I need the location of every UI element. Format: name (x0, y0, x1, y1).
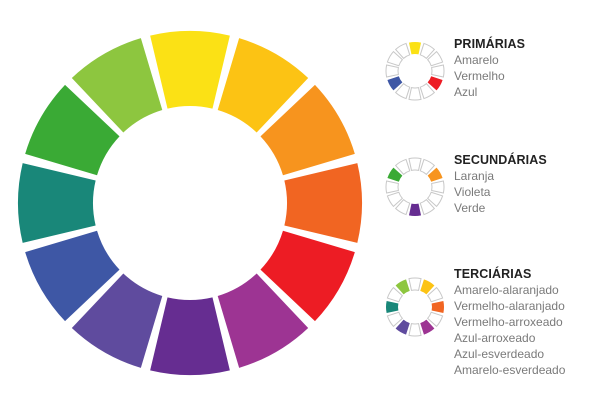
legend-item: Azul-esverdeado (454, 347, 545, 361)
mini-wheel-segment (419, 198, 436, 216)
legend-title-secondary: SECUNDÁRIAS (454, 153, 547, 167)
mini-color-wheel-primary (385, 41, 445, 101)
legend-item: Laranja (454, 169, 495, 183)
wheel-segment (17, 163, 96, 243)
mini-color-wheel-tertiary (385, 277, 445, 337)
mini-wheel-segment (431, 64, 445, 78)
legend-item: Verde (454, 201, 486, 215)
legend-item: Amarelo (454, 53, 499, 67)
legend-item: Violeta (454, 185, 491, 199)
wheel-segment (217, 38, 309, 133)
mini-wheel-segment (387, 76, 403, 91)
wheel-segment (25, 84, 120, 176)
legend-tertiary-colors: TERCIÁRIAS Amarelo-alaranjado Vermelho-a… (380, 266, 595, 386)
mini-wheel-segment (408, 323, 422, 337)
mini-color-wheel-secondary (385, 157, 445, 217)
mini-wheel-segment (394, 158, 411, 176)
wheel-segment (71, 38, 163, 133)
mini-wheel-segment (431, 300, 445, 314)
legend-item: Azul (454, 85, 478, 99)
legend-item: Vermelho-alaranjado (454, 299, 565, 313)
legend-item: Vermelho (454, 69, 505, 83)
mini-wheel-segment (394, 198, 411, 216)
wheel-segment (217, 273, 309, 368)
wheel-segment (71, 273, 163, 368)
wheel-segment (150, 30, 230, 109)
wheel-segment (284, 163, 363, 243)
legend-secondary-colors: SECUNDÁRIAS Laranja Violeta Verde (380, 152, 595, 222)
mini-wheel-segment (427, 76, 443, 91)
mini-wheel-segment (426, 191, 444, 208)
mini-wheel-segment (386, 191, 404, 208)
mini-wheel-segment (408, 41, 422, 55)
mini-wheel-segment (394, 82, 411, 100)
wheel-segment (150, 297, 230, 376)
mini-wheel-segment (408, 87, 422, 101)
wheel-segment (260, 84, 355, 176)
mini-wheel-segment (431, 180, 445, 194)
wheel-segment (25, 230, 120, 322)
mini-wheel-segment (427, 167, 443, 182)
mini-wheel-segment (408, 277, 422, 291)
mini-wheel-segment (426, 311, 444, 328)
mini-wheel-segment (385, 180, 399, 194)
legend-primary-colors: PRIMÁRIAS Amarelo Vermelho Azul (380, 36, 595, 106)
mini-wheel-segment (420, 279, 435, 295)
mini-wheel-segment (426, 286, 444, 303)
legend-item: Vermelho-arroxeado (454, 315, 563, 329)
mini-wheel-segment (426, 50, 444, 67)
wheel-segment (260, 230, 355, 322)
legend-title-tertiary: TERCIÁRIAS (454, 267, 532, 281)
mini-wheel-segment (387, 167, 403, 182)
mini-wheel-segment (408, 157, 422, 171)
mini-wheel-segment (395, 319, 410, 335)
mini-wheel-segment (385, 300, 399, 314)
legend-title-primary: PRIMÁRIAS (454, 37, 526, 51)
mini-wheel-segment (394, 42, 411, 60)
mini-wheel-segment (419, 158, 436, 176)
mini-wheel-segment (408, 203, 422, 217)
legend-item: Amarelo-esverdeado (454, 363, 566, 377)
mini-wheel-segment (419, 42, 436, 60)
legend-item: Amarelo-alaranjado (454, 283, 559, 297)
legend-item: Azul-arroxeado (454, 331, 536, 345)
mini-wheel-segment (386, 50, 404, 67)
color-wheel (17, 30, 363, 376)
mini-wheel-segment (419, 82, 436, 100)
mini-wheel-segment (386, 286, 404, 303)
mini-wheel-segment (385, 64, 399, 78)
mini-wheel-segment (420, 319, 435, 335)
mini-wheel-segment (386, 311, 404, 328)
mini-wheel-segment (395, 279, 410, 295)
